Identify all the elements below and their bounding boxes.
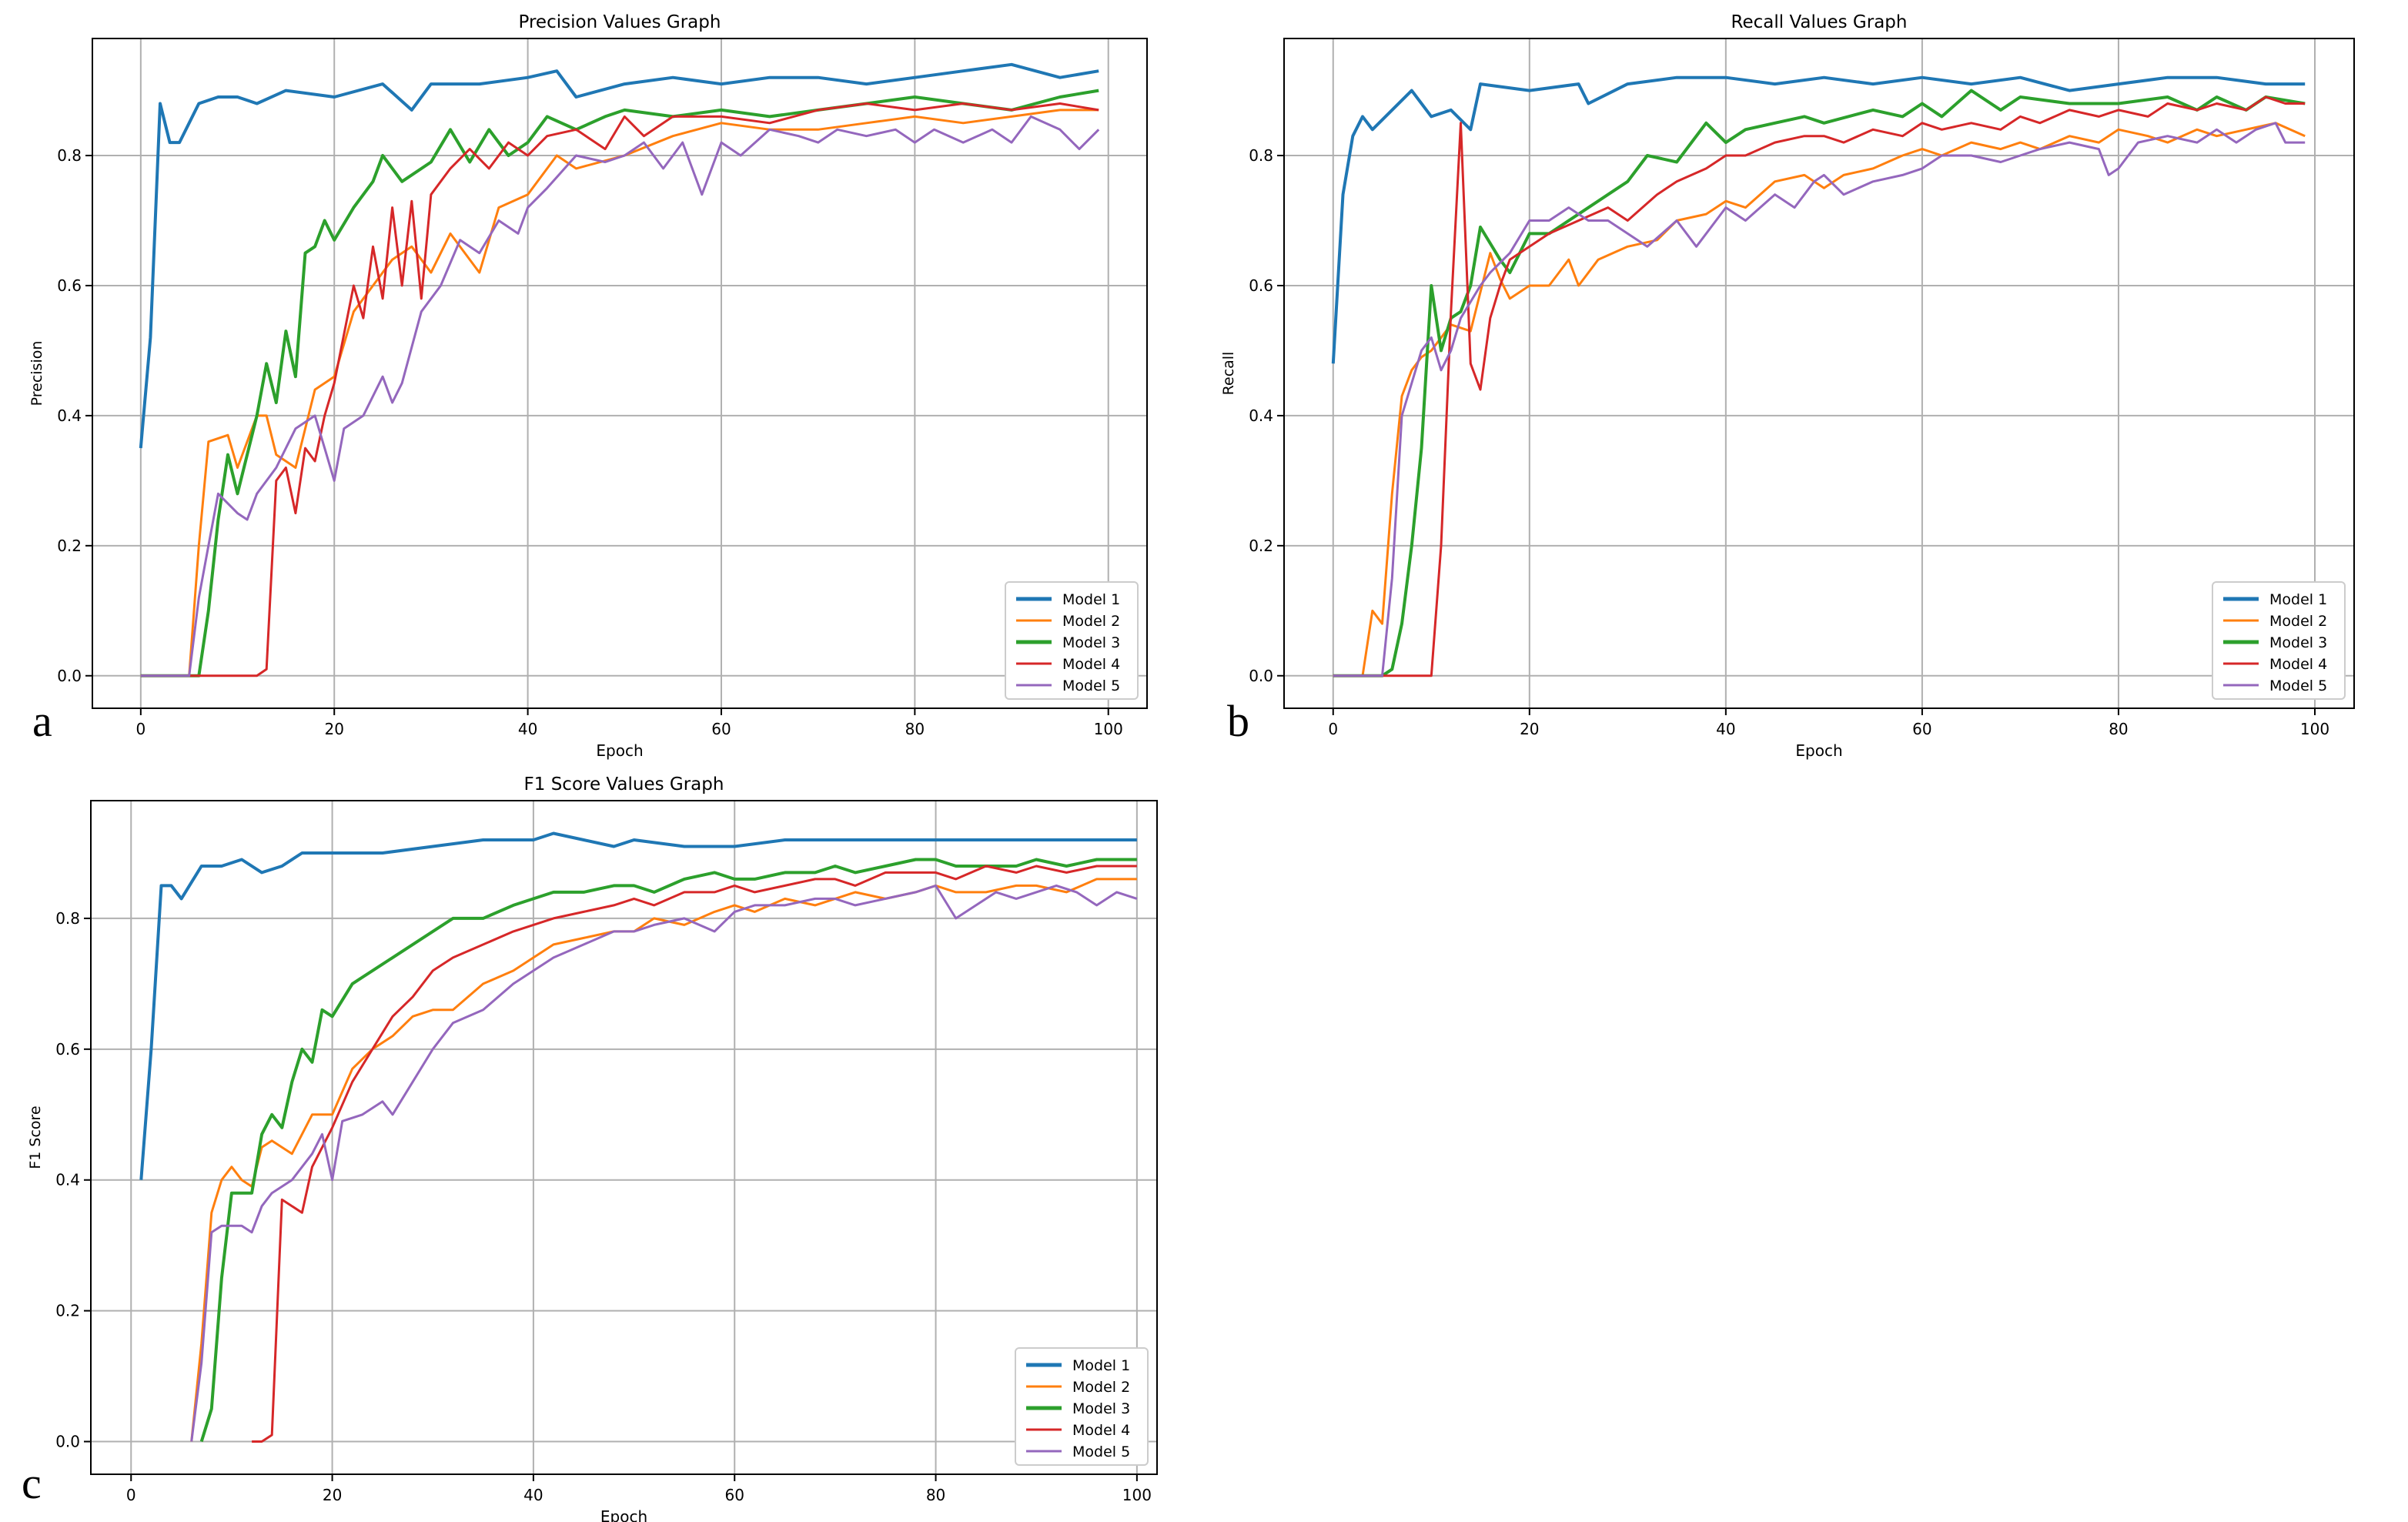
f1-score-y-tick-label: 0.4 [55, 1171, 80, 1189]
f1-score-x-tick-label: 60 [724, 1486, 744, 1504]
f1-score-x-tick-label: 80 [926, 1486, 945, 1504]
f1-score-legend-entry: Model 4 [1072, 1422, 1130, 1439]
f1-score-y-tick-label: 0.6 [55, 1040, 80, 1059]
precision-legend-entry: Model 1 [1062, 591, 1120, 608]
precision-legend-entry: Model 2 [1062, 613, 1120, 630]
precision-legend-entry: Model 5 [1062, 677, 1120, 694]
recall-chart-title: Recall Values Graph [1731, 12, 1908, 32]
recall-x-tick-label: 20 [1520, 720, 1539, 738]
recall-y-tick-label: 0.6 [1249, 276, 1273, 295]
precision-legend: Model 1 Model 2 Model 3 Model 4 Model 5 [1005, 581, 1139, 700]
precision-y-axis-label: Precision [28, 341, 45, 406]
precision-series-line [139, 62, 1099, 449]
precision-x-tick-label: 20 [324, 720, 343, 738]
f1-score-panel: 0 20 40 60 80 100 0.0 0.2 0.4 0.6 0.8 F1 Score Valu… [27, 774, 1158, 1522]
recall-y-tick-label: 0.2 [1249, 537, 1273, 555]
f1-score-legend-entry: Model 2 [1072, 1379, 1130, 1396]
recall-panel: 0 20 40 60 80 100 0.0 0.2 0.4 0.6 0.8 Recall Values… [1220, 12, 2355, 760]
precision-y-tick-label: 0.0 [57, 667, 82, 685]
precision-y-tick-label: 0.2 [57, 537, 82, 555]
f1-score-legend-entry: Model 5 [1072, 1443, 1130, 1460]
panel-letter-c: c [22, 1458, 42, 1508]
recall-axes-frame [1283, 38, 2355, 709]
recall-legend-entry: Model 2 [2269, 613, 2327, 630]
recall-x-tick-label: 60 [1912, 720, 1931, 738]
f1-score-x-tick-label: 20 [323, 1486, 342, 1504]
precision-legend-entry: Model 4 [1062, 656, 1120, 673]
precision-x-tick-label: 60 [711, 720, 731, 738]
recall-series-line [1333, 122, 2306, 677]
recall-y-tick-label: 0.8 [1249, 146, 1273, 165]
recall-series-line [1333, 89, 2306, 677]
precision-series-line [140, 89, 1099, 677]
f1-score-series-line [190, 884, 1138, 1442]
precision-series-line [140, 109, 1099, 677]
recall-x-tick-label: 40 [1716, 720, 1735, 738]
precision-x-tick-label: 80 [905, 720, 925, 738]
precision-series-line [140, 102, 1099, 677]
precision-y-tick-label: 0.8 [57, 146, 82, 165]
recall-series-line [1333, 95, 2306, 677]
f1-score-series-line [199, 858, 1137, 1443]
f1-score-y-tick-label: 0.2 [55, 1302, 80, 1320]
f1-score-chart-title: F1 Score Values Graph [524, 774, 724, 794]
precision-series-line [140, 115, 1100, 677]
precision-x-tick-label: 40 [518, 720, 537, 738]
f1-score-legend-entry: Model 1 [1072, 1357, 1130, 1374]
recall-x-tick-label: 80 [2109, 720, 2128, 738]
recall-series-line [1331, 75, 2306, 364]
panel-letter-b: b [1227, 696, 1249, 746]
f1-score-x-axis-label: Epoch [600, 1507, 647, 1522]
f1-score-x-tick-label: 40 [523, 1486, 543, 1504]
recall-legend: Model 1 Model 2 Model 3 Model 4 Model 5 [2212, 581, 2346, 700]
recall-x-tick-label: 100 [2300, 720, 2329, 738]
recall-y-axis-label: Recall [1220, 352, 1237, 396]
precision-y-tick-label: 0.4 [57, 406, 82, 425]
f1-score-series-line [252, 865, 1137, 1443]
precision-y-tick-label: 0.6 [57, 276, 82, 295]
recall-y-tick-label: 0.4 [1249, 406, 1273, 425]
precision-x-tick-label: 100 [1094, 720, 1123, 738]
recall-legend-box [2212, 581, 2346, 700]
recall-legend-entry: Model 1 [2269, 591, 2327, 608]
f1-score-y-axis-label: F1 Score [27, 1106, 44, 1169]
f1-score-x-tick-label: 100 [1122, 1486, 1152, 1504]
f1-score-y-tick-label: 0.8 [55, 909, 80, 928]
f1-score-series-line [139, 831, 1137, 1180]
recall-x-axis-label: Epoch [1795, 741, 1842, 760]
recall-legend-entry: Model 3 [2269, 634, 2327, 651]
precision-legend-entry: Model 3 [1062, 634, 1120, 651]
precision-x-axis-label: Epoch [596, 741, 643, 760]
recall-x-tick-label: 0 [1328, 720, 1338, 738]
f1-score-legend-entry: Model 3 [1072, 1400, 1130, 1417]
f1-score-legend: Model 1 Model 2 Model 3 Model 4 Model 5 [1015, 1347, 1149, 1466]
precision-legend-box [1005, 581, 1139, 700]
f1-score-x-tick-label: 0 [126, 1486, 136, 1504]
recall-legend-entry: Model 5 [2269, 677, 2327, 694]
f1-score-axes-frame [90, 800, 1158, 1475]
recall-legend-entry: Model 4 [2269, 656, 2327, 673]
precision-x-tick-label: 0 [135, 720, 145, 738]
recall-y-tick-label: 0.0 [1249, 667, 1273, 685]
precision-axes-frame [92, 38, 1148, 709]
precision-panel: 0 20 40 60 80 100 0.0 0.2 0.4 0.6 0.8 Precision Val… [28, 12, 1148, 760]
precision-chart-title: Precision Values Graph [519, 12, 721, 32]
f1-score-y-tick-label: 0.0 [55, 1433, 80, 1451]
f1-score-legend-box [1015, 1347, 1149, 1466]
panel-letter-a: a [32, 696, 52, 746]
